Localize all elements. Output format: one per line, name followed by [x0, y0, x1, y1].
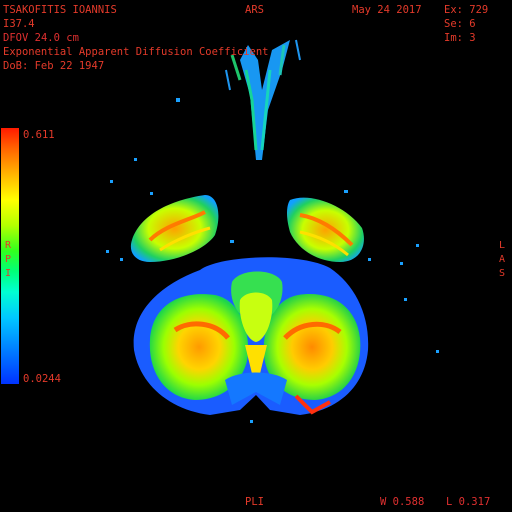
window-width-value: 0.588 — [392, 496, 425, 508]
background-noise-dots — [106, 98, 439, 423]
color-scale-bar — [1, 128, 19, 384]
patient-id: I37.4 — [3, 18, 35, 30]
image-number: Im: 3 — [444, 32, 476, 44]
window-level: L 0.317 — [446, 496, 490, 508]
window-level-label: L — [446, 496, 453, 508]
left-temporal-region — [130, 195, 219, 262]
dfov-label: DFOV — [3, 32, 29, 44]
exam-number: Ex: 729 — [444, 4, 489, 16]
patient-name: TSAKOFITIS IOANNIS — [3, 4, 117, 16]
nasal-region — [225, 39, 301, 160]
orientation-left-1: R — [4, 240, 12, 251]
exam-date: May 24 2017 — [352, 4, 422, 16]
orientation-right-2: A — [498, 254, 506, 265]
window-level-value: 0.317 — [458, 496, 491, 508]
orientation-left-2: P — [4, 254, 12, 265]
color-scale-max: 0.611 — [23, 129, 55, 141]
orientation-left-3: I — [4, 268, 12, 279]
window-width: W 0.588 — [380, 496, 424, 508]
orientation-bottom: PLI — [245, 496, 264, 508]
orientation-top: ARS — [245, 4, 264, 16]
dfov-line: DFOV 24.0 cm — [3, 32, 79, 44]
window-width-label: W — [380, 496, 387, 508]
series-description: Exponential Apparent Diffusion Coefficie… — [3, 46, 269, 58]
cerebellum-region — [133, 257, 369, 415]
date-of-birth: DoB: Feb 22 1947 — [3, 60, 105, 72]
dfov-value: 24.0 — [34, 32, 60, 44]
series-number: Se: 6 — [444, 18, 476, 30]
right-temporal-region — [287, 197, 364, 262]
orientation-right-1: L — [498, 240, 506, 251]
orientation-right-3: S — [498, 268, 506, 279]
dfov-unit: cm — [66, 32, 79, 44]
color-scale-min: 0.0244 — [23, 373, 61, 385]
